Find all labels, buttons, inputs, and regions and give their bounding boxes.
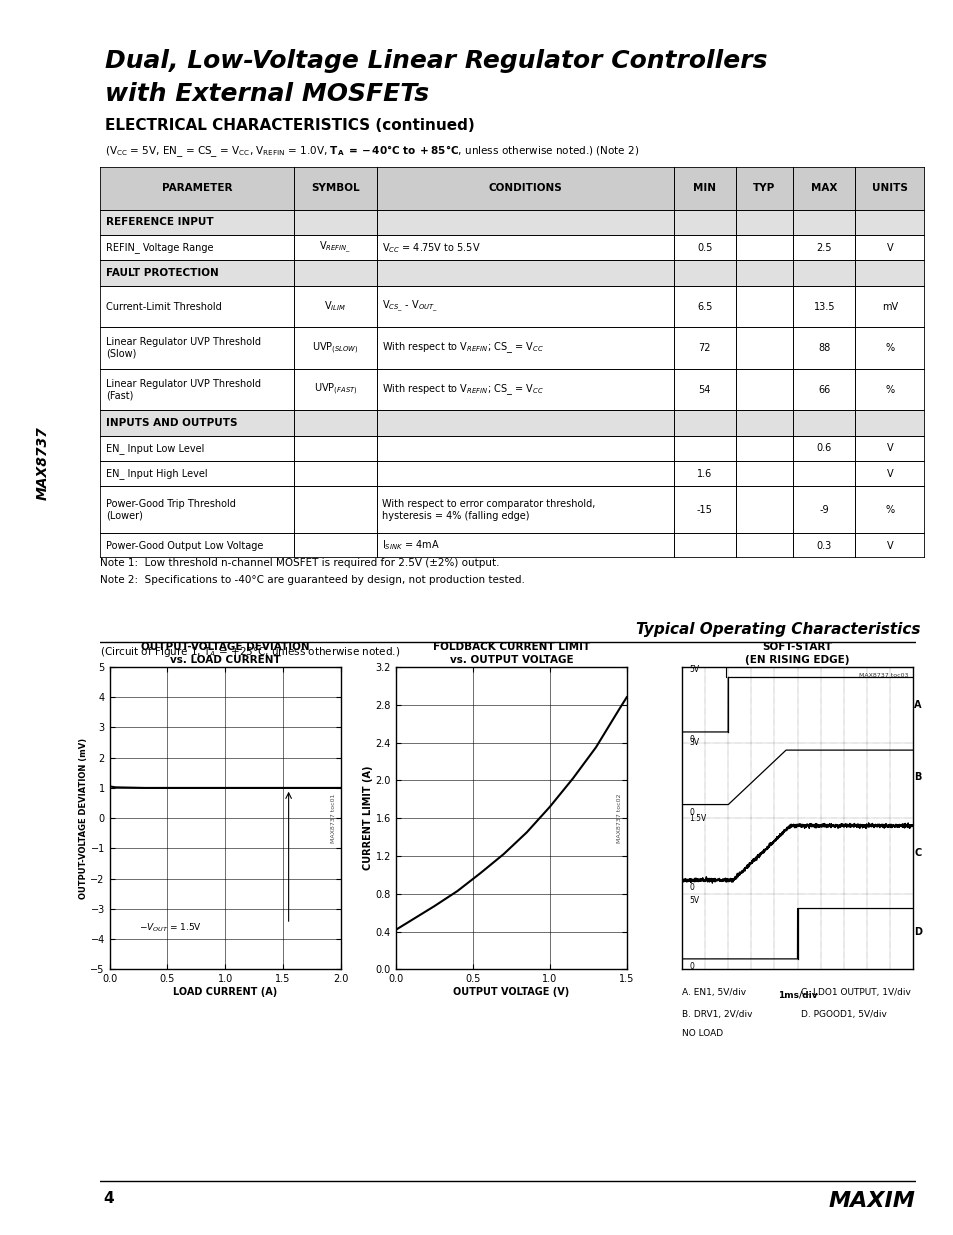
Text: 0.5: 0.5 bbox=[697, 243, 712, 253]
Text: ELECTRICAL CHARACTERISTICS (continued): ELECTRICAL CHARACTERISTICS (continued) bbox=[105, 117, 475, 132]
Text: %: % bbox=[884, 343, 894, 353]
Text: 3V: 3V bbox=[688, 739, 699, 747]
Text: 88: 88 bbox=[818, 343, 829, 353]
Text: B: B bbox=[913, 772, 921, 782]
Text: A. EN1, 5V/div: A. EN1, 5V/div bbox=[681, 988, 745, 997]
Text: (Fast): (Fast) bbox=[106, 390, 133, 400]
Text: 72: 72 bbox=[698, 343, 710, 353]
Text: mV: mV bbox=[882, 301, 898, 311]
X-axis label: LOAD CURRENT (A): LOAD CURRENT (A) bbox=[172, 987, 277, 997]
Text: TYP: TYP bbox=[753, 183, 775, 193]
Text: MAX8737 toc01: MAX8737 toc01 bbox=[331, 794, 335, 842]
Text: 1.6: 1.6 bbox=[697, 469, 712, 479]
Text: -15: -15 bbox=[696, 505, 712, 515]
Title: FOLDBACK CURRENT LIMIT
vs. OUTPUT VOLTAGE: FOLDBACK CURRENT LIMIT vs. OUTPUT VOLTAG… bbox=[433, 642, 589, 664]
Text: FAULT PROTECTION: FAULT PROTECTION bbox=[106, 268, 218, 278]
Text: V: V bbox=[886, 243, 893, 253]
Text: MAX8737 toc02: MAX8737 toc02 bbox=[617, 793, 621, 844]
Text: REFIN_ Voltage Range: REFIN_ Voltage Range bbox=[106, 242, 213, 253]
Text: MAXIM: MAXIM bbox=[828, 1191, 915, 1210]
Text: $-V_{OUT}$ = 1.5V: $-V_{OUT}$ = 1.5V bbox=[138, 921, 201, 934]
Text: (V$_{\rm CC}$ = 5V, EN_ = CS_ = V$_{\rm CC}$, V$_{\rm REFIN}$ = 1.0V, $\mathbf{T: (V$_{\rm CC}$ = 5V, EN_ = CS_ = V$_{\rm … bbox=[105, 143, 639, 159]
Text: REFERENCE INPUT: REFERENCE INPUT bbox=[106, 217, 213, 227]
Text: With respect to V$_{REFIN}$; CS_ = V$_{CC}$: With respect to V$_{REFIN}$; CS_ = V$_{C… bbox=[382, 382, 544, 396]
Text: Linear Regulator UVP Threshold: Linear Regulator UVP Threshold bbox=[106, 379, 261, 389]
Text: With respect to V$_{REFIN}$; CS_ = V$_{CC}$: With respect to V$_{REFIN}$; CS_ = V$_{C… bbox=[382, 341, 544, 356]
Text: 5V: 5V bbox=[688, 666, 699, 674]
Text: 1ms/div: 1ms/div bbox=[777, 990, 817, 999]
Text: (Circuit of Figure 1, T$_A$ = +25°C, unless otherwise noted.): (Circuit of Figure 1, T$_A$ = +25°C, unl… bbox=[100, 645, 400, 658]
Text: A: A bbox=[913, 700, 921, 710]
Text: INPUTS AND OUTPUTS: INPUTS AND OUTPUTS bbox=[106, 417, 237, 429]
Text: V: V bbox=[886, 469, 893, 479]
Text: %: % bbox=[884, 505, 894, 515]
Text: V$_{ILIM}$: V$_{ILIM}$ bbox=[324, 300, 346, 314]
Bar bbox=[100, 261, 924, 285]
Text: (Lower): (Lower) bbox=[106, 510, 143, 520]
Text: 6.5: 6.5 bbox=[697, 301, 712, 311]
Text: MAX: MAX bbox=[810, 183, 837, 193]
Text: UVP$_{(SLOW)}$: UVP$_{(SLOW)}$ bbox=[312, 341, 358, 356]
Text: 2.5: 2.5 bbox=[816, 243, 831, 253]
Text: 0.6: 0.6 bbox=[816, 443, 831, 453]
Text: 54: 54 bbox=[698, 384, 710, 394]
Bar bbox=[100, 167, 924, 210]
Text: 1.5V: 1.5V bbox=[688, 814, 705, 823]
Text: Note 1:  Low threshold n-channel MOSFET is required for 2.5V (±2%) output.: Note 1: Low threshold n-channel MOSFET i… bbox=[100, 558, 499, 568]
Bar bbox=[100, 410, 924, 436]
Text: PARAMETER: PARAMETER bbox=[162, 183, 233, 193]
Text: CONDITIONS: CONDITIONS bbox=[488, 183, 561, 193]
Text: hysteresis = 4% (falling edge): hysteresis = 4% (falling edge) bbox=[382, 510, 529, 520]
Text: 0: 0 bbox=[688, 808, 693, 816]
X-axis label: OUTPUT VOLTAGE (V): OUTPUT VOLTAGE (V) bbox=[453, 987, 569, 997]
Text: C. LDO1 OUTPUT, 1V/div: C. LDO1 OUTPUT, 1V/div bbox=[801, 988, 910, 997]
Title: OUTPUT-VOLTAGE DEVIATION
vs. LOAD CURRENT: OUTPUT-VOLTAGE DEVIATION vs. LOAD CURREN… bbox=[141, 642, 309, 664]
Text: UNITS: UNITS bbox=[871, 183, 907, 193]
Text: D. PGOOD1, 5V/div: D. PGOOD1, 5V/div bbox=[801, 1010, 886, 1019]
Text: Power-Good Trip Threshold: Power-Good Trip Threshold bbox=[106, 499, 235, 509]
Text: UVP$_{(FAST)}$: UVP$_{(FAST)}$ bbox=[314, 382, 356, 398]
Text: I$_{SINK}$ = 4mA: I$_{SINK}$ = 4mA bbox=[382, 538, 439, 552]
Text: Dual, Low-Voltage Linear Regulator Controllers: Dual, Low-Voltage Linear Regulator Contr… bbox=[105, 49, 766, 73]
Text: D: D bbox=[913, 926, 922, 936]
Text: V$_{REFIN\_}$: V$_{REFIN\_}$ bbox=[319, 240, 351, 256]
Title: SOFT-START
(EN RISING EDGE): SOFT-START (EN RISING EDGE) bbox=[744, 642, 849, 664]
Text: With respect to error comparator threshold,: With respect to error comparator thresho… bbox=[382, 499, 595, 509]
Text: Current-Limit Threshold: Current-Limit Threshold bbox=[106, 301, 221, 311]
Text: Note 2:  Specifications to -40°C are guaranteed by design, not production tested: Note 2: Specifications to -40°C are guar… bbox=[100, 576, 524, 585]
Text: V$_{CS\_}$ - V$_{OUT\_}$: V$_{CS\_}$ - V$_{OUT\_}$ bbox=[382, 299, 438, 314]
Text: V$_{CC}$ = 4.75V to 5.5V: V$_{CC}$ = 4.75V to 5.5V bbox=[382, 241, 480, 254]
Text: SYMBOL: SYMBOL bbox=[311, 183, 359, 193]
Text: -9: -9 bbox=[819, 505, 828, 515]
Text: MIN: MIN bbox=[693, 183, 716, 193]
Text: 0.3: 0.3 bbox=[816, 541, 831, 551]
Text: EN_ Input Low Level: EN_ Input Low Level bbox=[106, 443, 204, 453]
Text: 0: 0 bbox=[688, 735, 693, 743]
Bar bbox=[100, 210, 924, 235]
Text: EN_ Input High Level: EN_ Input High Level bbox=[106, 468, 208, 479]
Text: 66: 66 bbox=[818, 384, 829, 394]
Text: 0: 0 bbox=[688, 962, 693, 971]
Y-axis label: CURRENT LIMIT (A): CURRENT LIMIT (A) bbox=[362, 766, 373, 871]
Text: 13.5: 13.5 bbox=[813, 301, 834, 311]
Text: Typical Operating Characteristics: Typical Operating Characteristics bbox=[636, 622, 920, 637]
Text: MAX8737: MAX8737 bbox=[36, 426, 50, 500]
Text: Power-Good Output Low Voltage: Power-Good Output Low Voltage bbox=[106, 541, 263, 551]
Text: Linear Regulator UVP Threshold: Linear Regulator UVP Threshold bbox=[106, 337, 261, 347]
Text: 5V: 5V bbox=[688, 897, 699, 905]
Text: with External MOSFETs: with External MOSFETs bbox=[105, 83, 429, 106]
Text: B. DRV1, 2V/div: B. DRV1, 2V/div bbox=[681, 1010, 752, 1019]
Text: NO LOAD: NO LOAD bbox=[681, 1029, 722, 1037]
Text: 0: 0 bbox=[688, 883, 693, 892]
Text: (Slow): (Slow) bbox=[106, 350, 136, 359]
Y-axis label: OUTPUT-VOLTAGE DEVIATION (mV): OUTPUT-VOLTAGE DEVIATION (mV) bbox=[78, 737, 88, 899]
Text: V: V bbox=[886, 443, 893, 453]
Text: V: V bbox=[886, 541, 893, 551]
Text: C: C bbox=[913, 848, 921, 858]
Text: %: % bbox=[884, 384, 894, 394]
Text: MAX8737 toc03: MAX8737 toc03 bbox=[858, 673, 907, 678]
Text: 4: 4 bbox=[103, 1191, 113, 1205]
